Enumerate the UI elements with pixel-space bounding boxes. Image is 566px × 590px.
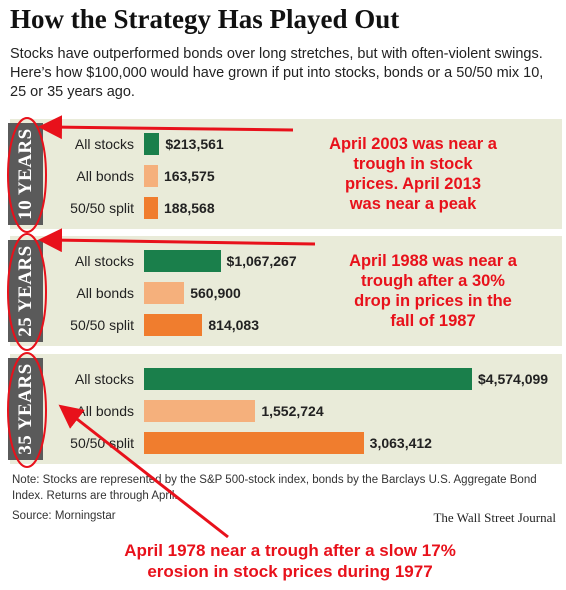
category-label: 50/50 split (70, 317, 134, 333)
annotation-line: April 1978 near a trough after a slow 17… (124, 541, 456, 560)
category-label: All bonds (76, 285, 134, 301)
data-label: $213,561 (165, 136, 224, 152)
annotation-line: April 2003 was near a (329, 135, 497, 153)
highlight-ellipse-10-years (7, 117, 47, 233)
data-label: $1,067,267 (226, 253, 297, 269)
annotation-line: erosion in stock prices during 1977 (147, 562, 433, 581)
data-label: 1,552,724 (261, 403, 324, 419)
period-label: 35 YEARS (8, 358, 43, 460)
annotation-25-years: April 1988 was near a trough after a 30%… (318, 251, 548, 331)
category-label: All stocks (74, 136, 134, 152)
bar (144, 133, 160, 155)
period-label: 10 YEARS (8, 123, 43, 225)
publisher-credit: The Wall Street Journal (433, 510, 556, 525)
annotation-line: trough in stock (353, 155, 473, 173)
bar (144, 314, 203, 336)
chart-title: How the Strategy Has Played Out (10, 4, 400, 34)
category-label: 50/50 split (70, 200, 134, 216)
bar (144, 282, 185, 304)
highlight-ellipse-35-years (7, 352, 47, 468)
category-label: All stocks (74, 371, 134, 387)
chart-source: Source: Morningstar (12, 510, 116, 522)
highlight-ellipse-25-years (7, 233, 47, 351)
data-label: $4,574,099 (478, 371, 549, 387)
arrow-35-years (58, 404, 229, 539)
annotation-line: drop in prices in the (354, 292, 512, 310)
data-label: 3,063,412 (369, 435, 432, 451)
data-label: 163,575 (164, 168, 215, 184)
annotation-line: trough after a 30% (361, 272, 505, 290)
annotation-10-years: April 2003 was near a trough in stock pr… (298, 134, 528, 214)
bar (144, 432, 364, 454)
annotation-line: April 1988 was near a (349, 252, 517, 270)
category-label: 50/50 split (70, 435, 134, 451)
bar (144, 197, 158, 219)
period-label: 25 YEARS (8, 240, 43, 342)
arrow-10-years (38, 115, 294, 140)
annotation-line: prices. April 2013 (344, 175, 482, 193)
category-label: All stocks (74, 253, 134, 269)
bar (144, 250, 221, 272)
panel-2 (10, 236, 562, 346)
bar (144, 368, 472, 390)
arrow-25-years (38, 228, 316, 253)
chart-subtitle: Stocks have outperformed bonds over long… (10, 46, 544, 100)
annotation-35-years: April 1978 near a trough after a slow 17… (80, 540, 500, 582)
bar (144, 165, 158, 187)
data-label: 188,568 (164, 200, 215, 216)
annotation-line: fall of 1987 (390, 312, 476, 330)
chart-note: Note: Stocks are represented by the S&P … (12, 474, 537, 502)
category-label: All bonds (76, 168, 134, 184)
data-label: 560,900 (190, 285, 241, 301)
category-label: All bonds (76, 403, 134, 419)
panel-1 (10, 119, 562, 229)
bar (144, 400, 256, 422)
data-label: 814,083 (208, 317, 259, 333)
annotation-line: was near a peak (349, 195, 477, 213)
